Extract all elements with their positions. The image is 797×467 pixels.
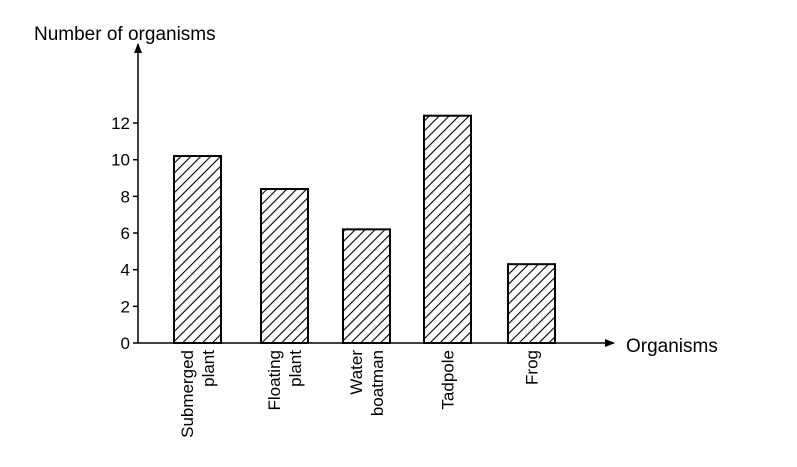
bars bbox=[173, 114, 556, 345]
x-axis-title: Organisms bbox=[626, 336, 718, 357]
bar bbox=[173, 155, 222, 344]
bar bbox=[423, 114, 472, 345]
bar bbox=[342, 228, 391, 344]
x-tick-label: Tadpole bbox=[439, 350, 458, 410]
x-tick-label-line: plant bbox=[286, 350, 305, 387]
y-tick-label: 12 bbox=[111, 114, 130, 133]
x-tick-label-line: Tadpole bbox=[439, 350, 458, 410]
x-tick-label: Frog bbox=[523, 350, 542, 385]
x-tick-label-line: boatman bbox=[368, 350, 387, 416]
bar bbox=[507, 263, 556, 344]
x-tick-label: Water boatman bbox=[347, 350, 387, 417]
x-tick-label-line: Water bbox=[347, 350, 366, 395]
x-tick-label-line: Submerged bbox=[178, 350, 197, 438]
x-tick-label-line: plant bbox=[199, 350, 218, 387]
y-axis-title: Number of organisms bbox=[34, 24, 216, 45]
y-ticks: 0 2 4 6 8 10 12 bbox=[111, 114, 138, 353]
y-tick-label: 0 bbox=[121, 334, 130, 353]
x-tick-labels: Submerged plant Floating plant Water boatman T… bbox=[178, 350, 542, 438]
bar bbox=[260, 188, 309, 344]
x-tick-label: Submerged plant bbox=[178, 350, 218, 438]
y-tick-label: 8 bbox=[121, 187, 130, 206]
y-tick-label: 10 bbox=[111, 151, 130, 170]
x-tick-label-line: Floating bbox=[265, 350, 284, 410]
x-tick-label-line: Frog bbox=[523, 350, 542, 385]
y-tick-label: 2 bbox=[121, 297, 130, 316]
y-tick-label: 4 bbox=[121, 261, 130, 280]
y-tick-label: 6 bbox=[121, 224, 130, 243]
x-tick-label: Floating plant bbox=[265, 350, 305, 411]
